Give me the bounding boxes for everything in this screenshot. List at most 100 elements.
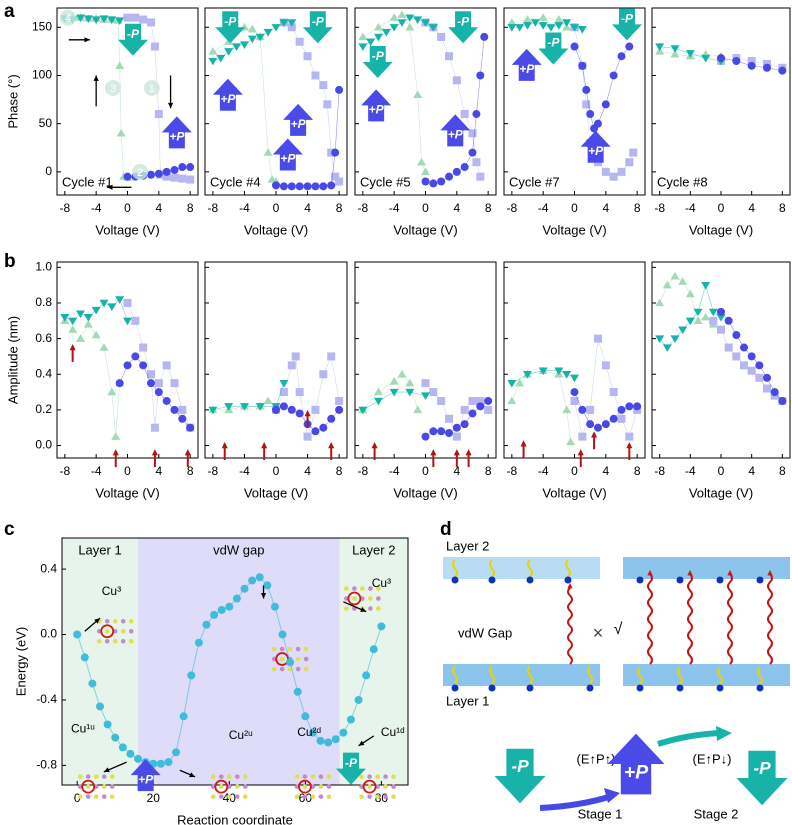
subplot-title: Cycle #8 (657, 174, 708, 189)
region (339, 538, 408, 785)
x-tick-label: -8 (357, 464, 368, 478)
point (178, 174, 187, 183)
point (763, 63, 771, 72)
arrow-label: -P (457, 14, 470, 28)
point (617, 52, 626, 61)
point (724, 343, 733, 352)
point (123, 13, 132, 22)
arrow-label: +P (519, 62, 535, 76)
point (116, 128, 126, 137)
point (421, 167, 430, 176)
point (709, 316, 718, 325)
series-line (362, 14, 426, 172)
atom (109, 774, 115, 779)
point (670, 271, 680, 280)
point (374, 33, 383, 42)
point (247, 35, 257, 44)
x-tick-label: 0 (273, 464, 280, 478)
point (208, 46, 218, 55)
arrow-label: -P (127, 27, 140, 41)
point (374, 387, 383, 396)
point (186, 175, 195, 184)
hop-path (717, 667, 723, 685)
point (239, 41, 249, 50)
cu-ion (636, 684, 644, 692)
point (460, 110, 469, 119)
atom (96, 638, 102, 644)
hop-path (527, 559, 533, 578)
point (724, 316, 733, 325)
down-arrow (302, 11, 333, 44)
x-tick-label: 8 (779, 464, 786, 478)
atom (352, 596, 357, 601)
cu-ion (451, 684, 459, 692)
atom (375, 794, 380, 799)
x-axis-label: Voltage (V) (244, 485, 308, 500)
gap-label: vdW Gap (458, 625, 512, 640)
y-tick-label: 0.4 (40, 561, 57, 575)
atom (326, 774, 332, 779)
cu-ion (451, 576, 459, 584)
cu-ion (716, 576, 724, 584)
up-arrow (283, 103, 314, 136)
point (693, 316, 703, 324)
point (476, 402, 485, 411)
x-tick-label: 8 (187, 201, 194, 215)
point (331, 735, 340, 744)
point (747, 366, 756, 375)
point (301, 712, 310, 721)
point (601, 100, 610, 109)
down-arrow (611, 8, 642, 41)
cu-ion (636, 576, 644, 584)
diagram: Layer 2 vdW Gap Layer 1 × √ (E↑P↑) (E↑P↓… (443, 538, 790, 821)
point (755, 373, 764, 382)
point (670, 45, 680, 53)
point (460, 405, 469, 414)
point (732, 331, 741, 340)
point (154, 388, 163, 397)
point (147, 379, 155, 388)
point (421, 19, 430, 27)
arrow-label: -P (621, 12, 634, 26)
cu-ion (756, 684, 764, 692)
highlight-ring (81, 779, 96, 794)
point (303, 432, 312, 441)
x-tick-label: -4 (389, 201, 400, 215)
x-tick-label: 4 (453, 201, 460, 215)
x-tick-label: 0 (74, 791, 81, 805)
x-tick-label: 4 (304, 464, 311, 478)
x-axis-label: Voltage (V) (689, 485, 753, 500)
arrow-head (520, 440, 527, 447)
x-axis-label: Voltage (V) (393, 222, 457, 237)
arrow-head (465, 449, 472, 456)
point (311, 182, 320, 191)
point (115, 379, 124, 388)
atom (391, 784, 396, 789)
point (480, 32, 489, 41)
point (629, 148, 638, 157)
point (287, 361, 296, 370)
point (335, 85, 344, 94)
point (178, 163, 187, 172)
atom (368, 606, 373, 611)
atom (242, 774, 248, 779)
point (594, 423, 602, 432)
x-axis-label: Reaction coordinate (177, 812, 293, 825)
point (178, 405, 187, 414)
hop-path (567, 587, 573, 665)
atom (109, 794, 115, 799)
point (263, 581, 272, 590)
point (263, 28, 273, 37)
atom (234, 784, 240, 789)
point (362, 671, 371, 680)
arrow-head (69, 343, 76, 351)
point (523, 22, 532, 30)
arrow-label: +P (138, 772, 154, 786)
atom (375, 784, 380, 789)
x-tick-label: -4 (685, 464, 696, 478)
point (287, 19, 297, 27)
atom (279, 646, 285, 652)
point (170, 405, 179, 414)
atom (359, 784, 364, 789)
arrow-head (304, 409, 311, 417)
